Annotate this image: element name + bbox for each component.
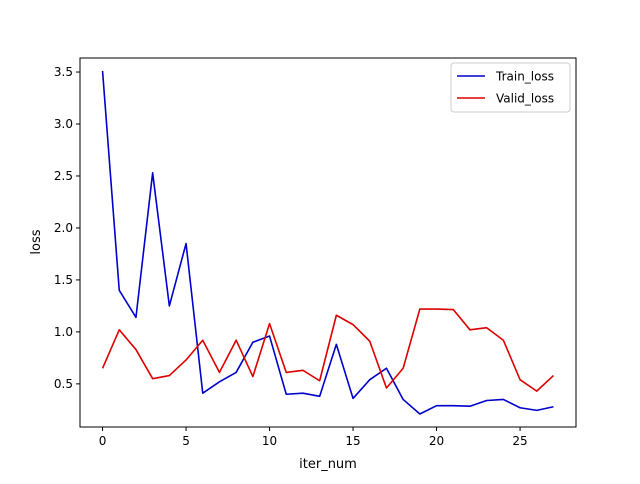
x-axis-label: iter_num bbox=[299, 457, 357, 472]
series-line-valid-loss bbox=[101, 308, 554, 392]
y-axis-ticks: 0.5 1.0 1.5 2.0 2.5 3.0 3.5 bbox=[54, 65, 80, 391]
x-tick-label: 20 bbox=[429, 434, 444, 448]
series-line-train-loss bbox=[101, 70, 554, 415]
x-tick-label: 25 bbox=[512, 434, 527, 448]
y-tick-label: 0.5 bbox=[54, 377, 73, 391]
y-tick-label: 2.0 bbox=[54, 221, 73, 235]
legend-label: Valid_loss bbox=[496, 92, 554, 106]
y-tick-label: 1.0 bbox=[54, 325, 73, 339]
x-tick-label: 15 bbox=[345, 434, 360, 448]
legend-label: Train_loss bbox=[495, 70, 554, 84]
x-tick-label: 5 bbox=[182, 434, 190, 448]
y-tick-label: 2.5 bbox=[54, 169, 73, 183]
plot-area bbox=[79, 57, 577, 428]
y-axis-label: loss bbox=[29, 229, 44, 254]
series-lines bbox=[101, 70, 554, 415]
y-tick-label: 3.0 bbox=[54, 117, 73, 131]
legend: Train_loss Valid_loss bbox=[450, 62, 571, 113]
y-tick-label: 1.5 bbox=[54, 273, 73, 287]
x-axis-ticks: 0 5 10 15 20 25 bbox=[99, 427, 528, 448]
y-tick-label: 3.5 bbox=[54, 65, 73, 79]
x-tick-label: 0 bbox=[99, 434, 107, 448]
x-tick-label: 10 bbox=[262, 434, 277, 448]
